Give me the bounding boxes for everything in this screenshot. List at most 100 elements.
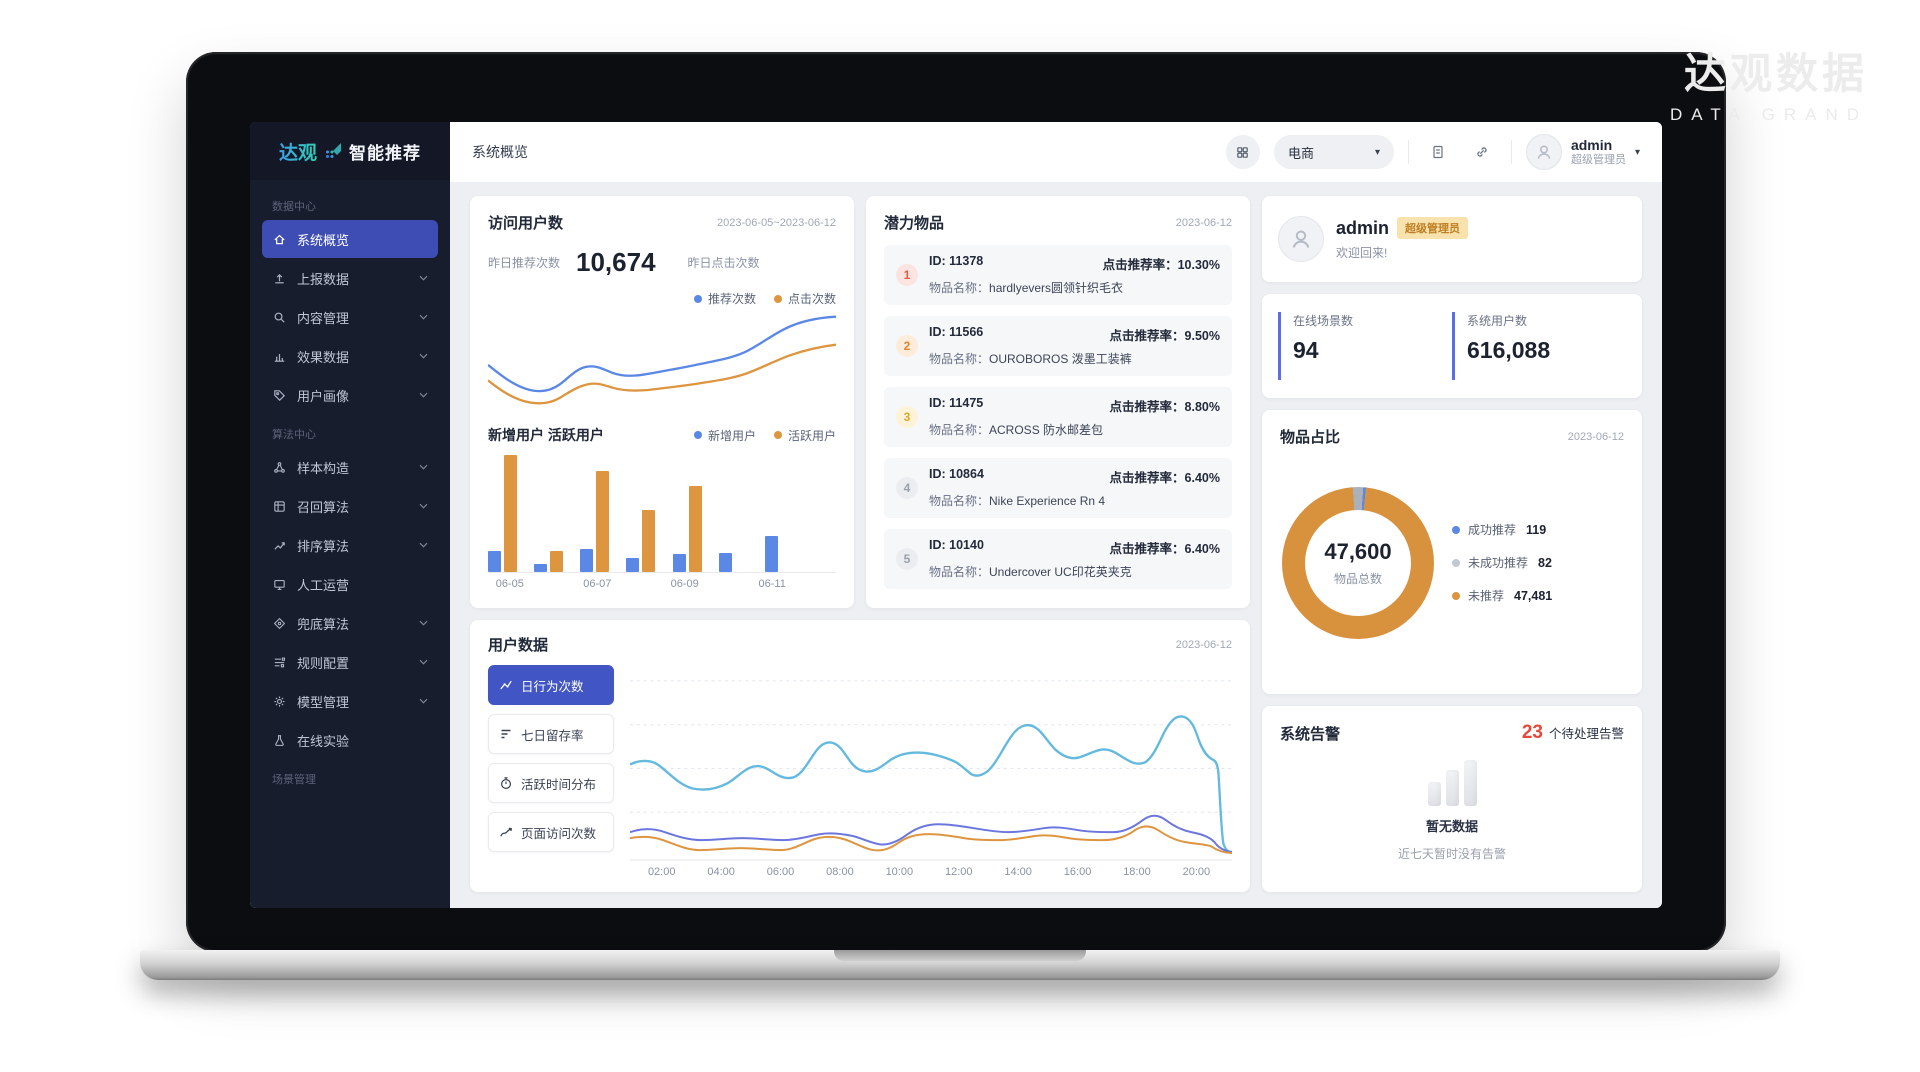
bar-chart-icon [274, 353, 285, 362]
document-button[interactable] [1423, 137, 1453, 167]
sort-icon [274, 541, 285, 550]
user-data-title: 用户数据 [488, 637, 549, 654]
alerts-title: 系统告警 [1280, 725, 1341, 743]
tab-active-time-distribution[interactable]: 活跃时间分布 [488, 763, 614, 803]
item-id: 11378 [949, 254, 984, 268]
item-ratio-title: 物品占比 [1280, 429, 1341, 446]
sidebar-item-online-experiment[interactable]: 在线实验 [262, 721, 438, 759]
list-item[interactable]: 3 ID: 11475 点击推荐率：8.80% 物品名称：ACROSS 防水邮差包 [884, 387, 1232, 447]
scene-select[interactable]: 电商 ▾ [1273, 135, 1394, 169]
chevron-down-icon [419, 503, 428, 509]
list-item[interactable]: 1 ID: 11378 点击推荐率：10.30% 物品名称：hardlyevers… [884, 245, 1232, 305]
tab-seven-day-retention[interactable]: 七日留存率 [488, 714, 614, 754]
stat-online-scenes: 在线场景数 94 [1278, 312, 1452, 380]
users-bar-title: 新增用户 活跃用户 [488, 427, 604, 443]
sidebar-section-scene-management: 场景管理 [272, 774, 316, 786]
sidebar-item-report-data[interactable]: 上报数据 [262, 259, 438, 297]
users-bar-header: 新增用户 活跃用户 新增用户 活跃用户 [488, 425, 836, 445]
stat-value: 94 [1293, 337, 1319, 363]
sidebar-item-model-management[interactable]: 模型管理 [262, 682, 438, 720]
link-icon [1477, 147, 1487, 157]
bar-new-users [580, 549, 594, 572]
sidebar-item-ranking-algorithm[interactable]: 排序算法 [262, 526, 438, 564]
chevron-down-icon [419, 353, 428, 359]
sidebar-item-manual-operation[interactable]: 人工运营 [262, 565, 438, 603]
list-item[interactable]: 4 ID: 10864 点击推荐率：6.40% 物品名称：Nike Experie… [884, 458, 1232, 518]
user-data-xaxis: 02:00 04:00 06:00 08:00 10:00 12:00 14:0… [630, 864, 1232, 878]
sidebar-item-recall-algorithm[interactable]: 召回算法 [262, 487, 438, 525]
bar-group [488, 455, 517, 572]
legend-dot-blue [693, 294, 702, 303]
legend-dot-gray [1452, 558, 1460, 567]
datagrand-watermark: 达观数据 DATA GRAND [1670, 40, 1868, 125]
header-controls: 电商 ▾ [1225, 134, 1640, 170]
item-id: 11566 [949, 325, 984, 339]
alerts-count-wrap: 23 个待处理告警 [1522, 722, 1624, 744]
home-icon [274, 234, 285, 244]
item-rate: 6.40% [1184, 542, 1220, 556]
user-data-date: 2023-06-12 [1175, 638, 1232, 651]
laptop-frame: 达观 智能推荐 数据中心 [186, 52, 1726, 952]
chevron-down-icon [419, 542, 428, 548]
legend-dot-orange [773, 431, 782, 439]
legend-item: 新增用户 [693, 427, 756, 444]
empty-data-icon [1427, 758, 1477, 806]
role-badge: 超级管理员 [1397, 217, 1469, 239]
bar-new-users [488, 550, 501, 572]
sidebar-item-effect-data[interactable]: 效果数据 [262, 337, 438, 375]
sidebar-section-algorithm-center: 算法中心 [272, 429, 316, 441]
bar-active-users [642, 509, 656, 572]
item-ratio-date: 2023-06-12 [1567, 430, 1624, 443]
sidebar-item-sample-construction[interactable]: 样本构造 [262, 448, 438, 486]
header-divider [1510, 140, 1512, 164]
potential-item-list: 1 ID: 11378 点击推荐率：10.30% 物品名称：hardlyevers… [884, 245, 1232, 589]
x-tick: 12:00 [944, 866, 973, 878]
bar-active-users [688, 486, 702, 572]
sidebar: 达观 智能推荐 数据中心 [250, 122, 450, 908]
rank-badge: 3 [896, 406, 918, 428]
chevron-down-icon [419, 659, 428, 665]
tab-daily-behavior[interactable]: 日行为次数 [488, 665, 614, 705]
tab-page-views[interactable]: 页面访问次数 [488, 812, 614, 852]
list-item[interactable]: 5 ID: 10140 点击推荐率：6.40% 物品名称：Undercover U… [884, 529, 1232, 589]
watermark-cn: 达观数据 [1683, 50, 1868, 97]
app-logo: 达观 智能推荐 [250, 122, 450, 180]
avatar [1525, 134, 1562, 170]
potential-card-title: 潜力物品 [884, 215, 945, 232]
sidebar-item-user-profile[interactable]: 用户画像 [262, 376, 438, 414]
link-button[interactable] [1467, 137, 1497, 167]
app-window: 达观 智能推荐 数据中心 [250, 122, 1662, 908]
empty-title: 暂无数据 [1425, 819, 1478, 834]
top-header: 系统概览 电商 ▾ [450, 122, 1662, 182]
x-tick: 16:00 [1063, 866, 1092, 878]
x-tick-empty [707, 578, 751, 590]
x-tick: 06-07 [583, 578, 612, 590]
sidebar-item-fallback-algorithm[interactable]: 兜底算法 [262, 604, 438, 642]
bar-group [580, 455, 610, 572]
list-item[interactable]: 2 ID: 11566 点击推荐率：9.50% 物品名称：OUROBOROS 泼墨… [884, 316, 1232, 376]
right-column: admin 超级管理员 欢迎回来! 在线场景数 94 [1262, 196, 1642, 892]
x-tick: 14:00 [1004, 866, 1032, 878]
user-info: admin 超级管理员 [1571, 137, 1626, 167]
avatar [1278, 216, 1324, 262]
flask-icon [275, 734, 284, 746]
apps-grid-button[interactable] [1225, 135, 1260, 169]
x-tick: 02:00 [647, 866, 676, 878]
legend-dot-orange [1452, 591, 1460, 600]
item-name: ACROSS 防水邮差包 [989, 423, 1104, 437]
x-tick: 06:00 [766, 866, 795, 878]
logo-brand-text: 达观 [279, 138, 317, 165]
user-menu[interactable]: admin 超级管理员 ▾ [1525, 134, 1640, 170]
legend-item: 未成功推荐 82 [1452, 554, 1622, 571]
x-tick-empty [532, 578, 576, 590]
donut-legend: 成功推荐 119 未成功推荐 82 未推荐 47,481 [1452, 521, 1622, 604]
user-role: 超级管理员 [1570, 154, 1626, 166]
potential-card-header: 潜力物品 2023-06-12 [884, 212, 1232, 233]
sidebar-item-system-overview[interactable]: 系统概览 [262, 220, 438, 258]
user-data-chart: 02:00 04:00 06:00 08:00 10:00 12:00 14:0… [630, 665, 1232, 878]
sidebar-item-content-management[interactable]: 内容管理 [262, 298, 438, 336]
sidebar-item-rule-config[interactable]: 规则配置 [262, 643, 438, 681]
grid-icon [1237, 146, 1249, 158]
bar-new-users [534, 564, 548, 572]
